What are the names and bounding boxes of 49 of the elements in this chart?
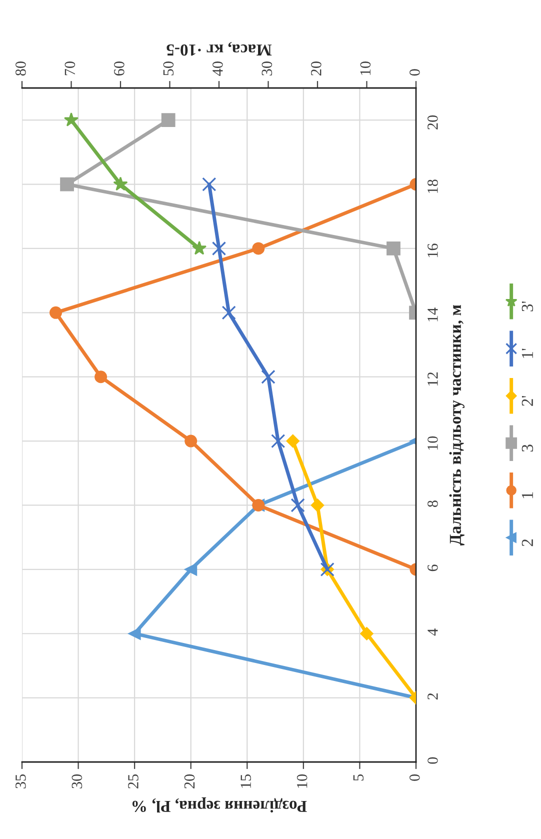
point [310,498,324,512]
legend-label: 1 [522,492,533,498]
point [192,240,207,255]
point [202,177,216,192]
point [222,306,236,320]
point [271,434,286,448]
y-tick-label: 6 [428,564,438,572]
y-tick-label: 8 [428,500,438,507]
x-tick-label: 25 [128,774,138,788]
y-tick-label: 2 [428,693,438,700]
x2-tick-label: 10 [360,62,371,75]
legend-label: 2 [522,539,533,546]
x2-tick-label: 0 [410,69,420,76]
x-tick-label: 15 [240,774,251,788]
x-tick-label: 30 [72,774,82,788]
legend-label: 1' [522,348,533,358]
point [261,370,276,384]
point [290,498,305,512]
x2-tick-label: 20 [311,62,322,76]
x-tick-label: 0 [410,774,420,781]
x2-tick-label: 60 [114,62,124,76]
x-tick-label: 10 [296,774,308,788]
legend-label: 3 [522,444,534,452]
y-tick-label: 14 [428,308,438,322]
y-tick-label: 4 [428,628,438,636]
point [113,176,128,191]
legend-label: 2' [522,396,533,406]
x2-tick-label: 80 [16,62,26,76]
y-tick-label: 16 [428,244,438,258]
x-axis-title: Розділення зерна, Pl, % [132,797,307,813]
point [286,434,300,448]
x2-tick-label: 50 [163,62,174,76]
y-tick-label: 12 [428,372,438,386]
x2-tick-label: 70 [64,62,76,76]
legend-label: 3' [522,301,534,312]
x-tick-label: 35 [16,774,26,788]
x-tick-label: 20 [184,774,195,788]
x2-tick-label: 30 [262,62,272,76]
y-axis-title: Дальність відльоту частинки, м [449,304,464,546]
point [360,627,374,640]
x-tick-label: 5 [353,774,364,781]
y-tick-label: 18 [428,180,438,193]
y-tick-label: 0 [428,757,438,764]
x2-tick-label: 40 [212,62,223,76]
y-tick-label: 20 [428,115,438,130]
y-tick-label: 10 [428,436,438,450]
point [212,241,226,256]
x2-axis-title: Маса, кг ·10-5 [166,42,272,56]
point [64,112,79,126]
